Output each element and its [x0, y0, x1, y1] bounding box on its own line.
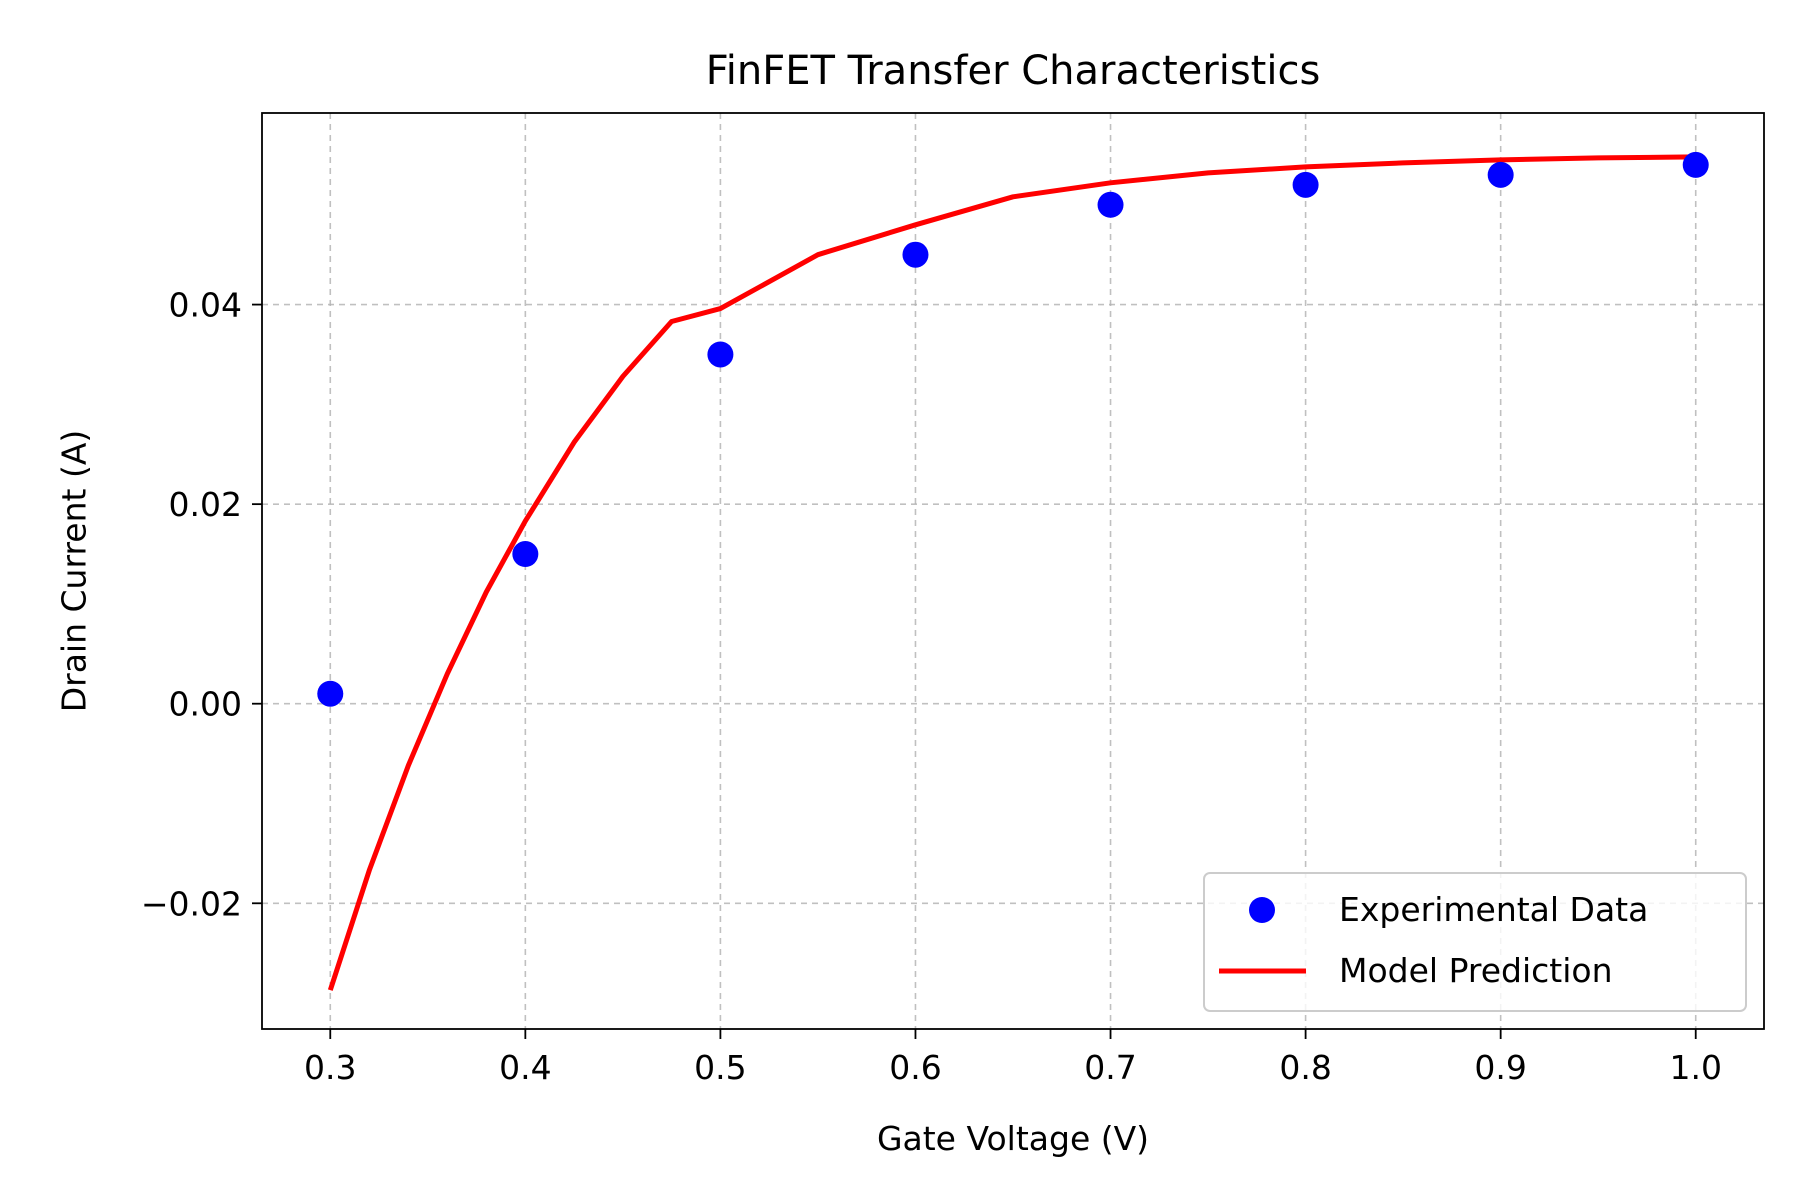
x-tick-label: 0.8 — [1279, 1048, 1331, 1087]
data-point — [1097, 191, 1124, 218]
plot-frame — [261, 112, 1765, 1030]
data-point — [317, 680, 344, 707]
chart-title: FinFET Transfer Characteristics — [706, 48, 1321, 94]
y-axis-title: Drain Current (A) — [55, 430, 94, 713]
data-point — [1292, 171, 1319, 198]
data-point — [512, 541, 539, 568]
x-tick-label: 0.5 — [694, 1048, 746, 1087]
x-tick-label: 1.0 — [1669, 1048, 1721, 1087]
model-prediction-line — [327, 154, 1696, 991]
data-point — [902, 241, 929, 268]
legend-marker-experimental — [1249, 897, 1275, 923]
data-point — [707, 341, 734, 368]
plot-area — [317, 151, 1709, 991]
data-point — [1487, 161, 1514, 188]
legend: Experimental Data Model Prediction — [1203, 872, 1747, 1012]
x-tick-label: 0.9 — [1474, 1048, 1526, 1087]
x-tick-label: 0.7 — [1084, 1048, 1136, 1087]
y-tick-label: 0.02 — [169, 485, 242, 524]
y-tick-label: 0.00 — [169, 685, 242, 724]
y-tick-label: 0.04 — [169, 286, 242, 325]
legend-label-model: Model Prediction — [1339, 951, 1613, 990]
x-tick-label: 0.6 — [889, 1048, 941, 1087]
legend-box — [1203, 872, 1747, 1012]
x-tick-label: 0.4 — [499, 1048, 551, 1087]
data-point — [1682, 151, 1709, 178]
y-tick-label: −0.02 — [141, 884, 242, 923]
legend-label-experimental: Experimental Data — [1339, 890, 1648, 929]
x-axis-title: Gate Voltage (V) — [877, 1119, 1149, 1158]
x-tick-label: 0.3 — [304, 1048, 356, 1087]
axis-ticks: 0.3 0.4 0.5 0.6 0.7 0.8 0.9 1.0 −0.02 0.00 0.02 0.0… — [141, 286, 1722, 1087]
